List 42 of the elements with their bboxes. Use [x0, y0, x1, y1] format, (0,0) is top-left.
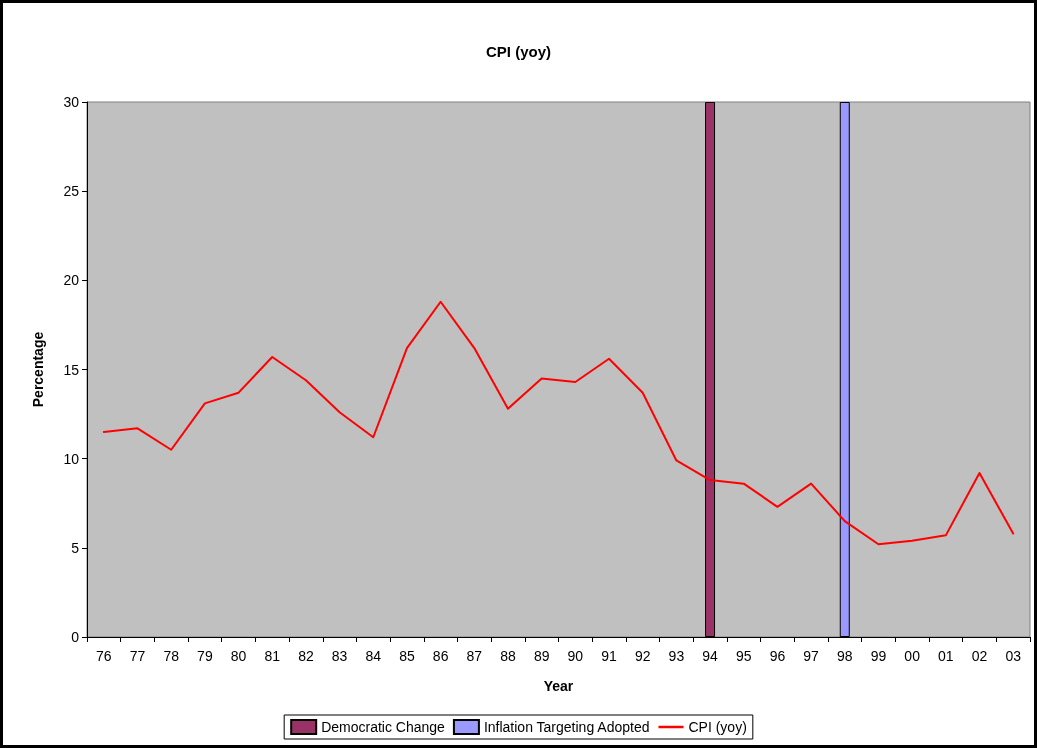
x-tick-label: 87: [466, 648, 483, 664]
x-tick-label: 97: [803, 648, 820, 664]
x-tick-label: 93: [668, 648, 685, 664]
y-tick-label: 30: [63, 94, 80, 110]
x-tick-label: 77: [129, 648, 146, 664]
x-tick-label: 88: [500, 648, 516, 664]
y-axis-title: Percentage: [30, 331, 46, 408]
legend-label: CPI (yoy): [688, 719, 747, 735]
x-tick-label: 99: [870, 648, 887, 664]
x-tick-label: 90: [567, 648, 584, 664]
x-tick-label: 02: [971, 648, 988, 664]
x-tick-label: 79: [197, 648, 213, 664]
y-tick-label: 5: [71, 539, 80, 556]
x-tick-label: 03: [1005, 648, 1022, 664]
line-series: [102, 300, 1015, 546]
x-tick-label: 98: [836, 648, 853, 664]
x-tick-label: 81: [264, 648, 281, 664]
y-tick-label: 25: [63, 183, 80, 200]
x-tick-label: 92: [634, 648, 651, 664]
y-tick-label: 20: [63, 272, 80, 289]
y-tick-label: 15: [63, 361, 80, 378]
x-tick-label: 94: [702, 648, 719, 664]
legend-label: Inflation Targeting Adopted: [483, 719, 650, 735]
y-tick-label: 0: [71, 629, 80, 645]
x-axis-title: Year: [543, 678, 574, 694]
x-tick-label: 96: [769, 648, 786, 664]
x-tick-label: 80: [230, 648, 247, 664]
x-tick-label: 83: [331, 648, 348, 664]
x-tick-label: 95: [735, 648, 752, 664]
x-tick-label: 78: [163, 648, 180, 664]
x-tick-label: 82: [298, 648, 314, 664]
x-tick-label: 86: [432, 648, 449, 664]
chart-title: CPI (yoy): [485, 43, 552, 60]
x-tick-label: 84: [365, 648, 382, 664]
x-tick-label: 00: [904, 648, 921, 664]
x-tick-label: 91: [601, 648, 618, 664]
x-tick-label: 01: [938, 648, 954, 664]
y-tick-label: 10: [63, 450, 80, 467]
legend-label: Democratic Change: [321, 719, 446, 735]
x-tick-label: 76: [96, 648, 112, 664]
x-tick-label: 85: [399, 648, 415, 664]
x-tick-label: 89: [533, 648, 550, 664]
